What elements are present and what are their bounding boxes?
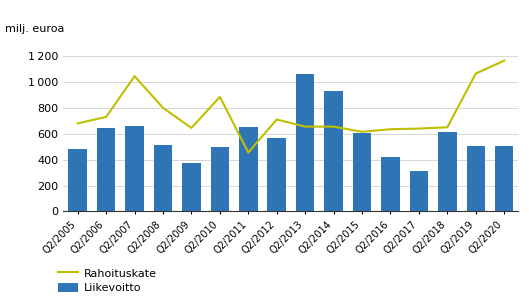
Bar: [268, 138, 286, 211]
Rahoituskate: [245, 151, 251, 154]
Rahoituskate: [75, 122, 81, 125]
Bar: [97, 128, 115, 211]
Bar: [125, 126, 144, 211]
Rahoituskate: [359, 130, 365, 133]
Rahoituskate: [103, 115, 110, 119]
Bar: [239, 127, 258, 211]
Bar: [353, 133, 371, 211]
Rahoituskate: [217, 95, 223, 99]
Rahoituskate: [416, 127, 422, 130]
Bar: [211, 147, 229, 211]
Legend: Rahoituskate, Liikevoitto: Rahoituskate, Liikevoitto: [59, 268, 157, 294]
Rahoituskate: [331, 125, 337, 128]
Rahoituskate: [387, 127, 394, 131]
Line: Rahoituskate: Rahoituskate: [78, 61, 504, 153]
Rahoituskate: [131, 74, 138, 78]
Bar: [324, 91, 343, 211]
Rahoituskate: [444, 125, 451, 129]
Bar: [296, 74, 314, 211]
Bar: [495, 146, 514, 211]
Rahoituskate: [472, 72, 479, 76]
Bar: [409, 171, 428, 211]
Rahoituskate: [160, 106, 166, 110]
Bar: [182, 163, 200, 211]
Bar: [381, 157, 400, 211]
Bar: [438, 133, 457, 211]
Bar: [154, 145, 172, 211]
Bar: [467, 146, 485, 211]
Text: milj. euroa: milj. euroa: [5, 24, 65, 34]
Rahoituskate: [302, 125, 308, 128]
Rahoituskate: [188, 126, 195, 130]
Bar: [68, 149, 87, 211]
Rahoituskate: [501, 59, 507, 63]
Rahoituskate: [273, 118, 280, 121]
